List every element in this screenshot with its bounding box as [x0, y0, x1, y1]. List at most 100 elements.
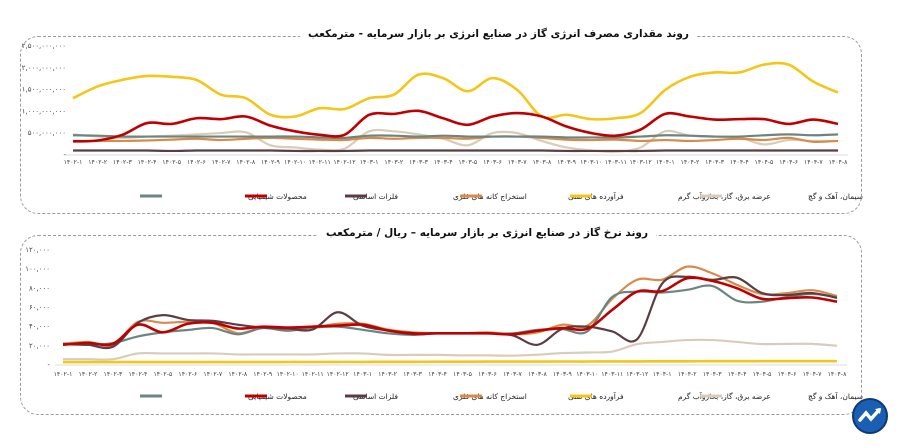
x-tick-label: ۱۴۰۴-۳: [705, 159, 725, 166]
y-tick-label: -: [63, 151, 66, 159]
x-tick-label: ۱۴۰۴-۴: [730, 159, 749, 166]
x-tick-label: ۱۴۰۲-۳: [104, 371, 124, 378]
legend-label: فلزات اساسی: [353, 392, 398, 401]
x-tick-label: ۱۴۰۲-۹: [253, 371, 273, 378]
x-tick-label: ۱۴۰۳-۱۲: [626, 371, 649, 378]
legend-item: فلزات اساسی: [245, 392, 398, 401]
y-tick-label: ۱۰۰,۰۰۰: [25, 265, 50, 273]
legend-item: سیمان، آهک و گچ: [700, 391, 863, 401]
y-tick-label: ۱۲۰,۰۰۰: [25, 246, 50, 254]
x-tick-label: ۱۴۰۴-۶: [779, 159, 798, 166]
x-tick-label: ۱۴۰۳-۴: [434, 159, 453, 166]
series-line-0: [72, 133, 839, 140]
legend-item: محصولات شیمیایی: [140, 192, 307, 201]
legend-item: استخراج کانه های فلزی: [345, 392, 527, 401]
legend-item: سیمان، آهک و گچ: [700, 191, 863, 201]
legend-label: فرآورده های نفتی: [568, 191, 624, 201]
x-tick-label: ۱۴۰۳-۷: [508, 159, 528, 166]
x-tick-label: ۱۴۰۲-۱۱: [302, 371, 324, 378]
x-tick-label: ۱۴۰۲-۶: [178, 371, 197, 378]
legend-label: سیمان، آهک و گچ: [808, 391, 863, 401]
legend-label: عرضه برق، گاز، بخاروآب گرم: [678, 391, 771, 401]
trend-arrow-icon: [858, 408, 881, 422]
x-tick-label: ۱۴۰۲-۹: [261, 159, 281, 166]
y-tick-label: ۲۰,۰۰۰: [29, 342, 50, 350]
legend-label: محصولات شیمیایی: [248, 392, 307, 401]
x-tick-label: ۱۴۰۳-۱: [360, 159, 379, 166]
series-line-1: [72, 109, 839, 143]
y-tick-label: ۵۰۰,۰۰۰,۰۰۰: [28, 129, 66, 137]
x-tick-label: ۱۴۰۲-۲: [79, 371, 99, 378]
series-line-2: [62, 275, 838, 350]
x-tick-label: ۱۴۰۴-۶: [778, 371, 797, 378]
x-tick-label: ۱۴۰۳-۸: [528, 371, 548, 378]
x-tick-label: ۱۴۰۲-۱۱: [309, 159, 331, 166]
x-tick-label: ۱۴۰۴-۵: [753, 371, 772, 378]
x-tick-label: ۱۴۰۲-۱: [54, 371, 73, 378]
legend-label: عرضه برق، گاز، بخاروآب گرم: [678, 191, 771, 201]
legend-item: فلزات اساسی: [245, 192, 398, 201]
series-line-0: [62, 284, 838, 346]
x-tick-label: ۱۴۰۲-۶: [187, 159, 206, 166]
x-tick-label: ۱۴۰۲-۸: [228, 371, 248, 378]
legend-item: فرآورده های نفتی: [460, 391, 624, 401]
y-tick-label: ۱,۰۰۰,۰۰۰,۰۰۰: [22, 107, 66, 115]
legend-label: محصولات شیمیایی: [248, 192, 307, 201]
x-tick-label: ۱۴۰۴-۸: [829, 159, 849, 166]
x-tick-label: ۱۴۰۳-۱۰: [576, 371, 598, 378]
y-tick-label: ۲,۰۰۰,۰۰۰,۰۰۰: [22, 64, 66, 72]
x-tick-label: ۱۴۰۳-۳: [403, 371, 423, 378]
legend-label: فرآورده های نفتی: [568, 391, 624, 401]
x-tick-label: ۱۴۰۲-۱۰: [277, 371, 299, 378]
x-tick-label: ۱۴۰۳-۹: [553, 371, 573, 378]
x-tick-label: ۱۴۰۲-۱۲: [327, 371, 350, 378]
series-line-1: [62, 276, 838, 347]
x-tick-label: ۱۴۰۳-۷: [503, 371, 523, 378]
series-line-4: [72, 61, 839, 121]
x-tick-label: ۱۴۰۳-۹: [557, 159, 577, 166]
legend-label: فلزات اساسی: [353, 192, 398, 201]
x-tick-label: ۱۴۰۲-۱۲: [333, 159, 356, 166]
x-tick-label: ۱۴۰۲-۵: [153, 371, 172, 378]
legend-label: سیمان، آهک و گچ: [808, 191, 863, 201]
x-tick-label: ۱۴۰۴-۲: [678, 371, 698, 378]
x-tick-label: ۱۴۰۴-۷: [803, 371, 823, 378]
x-tick-label: ۱۴۰۲-۱: [64, 159, 83, 166]
legend-item: عرضه برق، گاز، بخاروآب گرم: [570, 391, 771, 401]
y-tick-label: ۲,۵۰۰,۰۰۰,۰۰۰: [22, 42, 66, 50]
y-tick-label: ۴۰,۰۰۰: [29, 323, 50, 331]
x-tick-label: ۱۴۰۲-۷: [203, 371, 223, 378]
price-chart-title: روند نرخ گاز در صنایع انرژی بر بازار سرم…: [318, 227, 656, 239]
x-tick-label: ۱۴۰۴-۵: [755, 159, 774, 166]
x-tick-label: ۱۴۰۳-۶: [478, 371, 497, 378]
series-line-5: [63, 338, 838, 361]
x-tick-label: ۱۴۰۴-۲: [681, 159, 701, 166]
x-tick-label: ۱۴۰۳-۱۰: [580, 159, 602, 166]
x-tick-label: ۱۴۰۳-۸: [532, 159, 552, 166]
series-line-4: [62, 359, 838, 364]
y-tick-label: ۱,۵۰۰,۰۰۰,۰۰۰: [22, 86, 66, 94]
x-tick-label: ۱۴۰۳-۴: [428, 371, 447, 378]
x-tick-label: ۱۴۰۲-۸: [236, 159, 256, 166]
legend-label: استخراج کانه های فلزی: [453, 192, 527, 201]
x-tick-label: ۱۴۰۲-۳: [113, 159, 133, 166]
x-tick-label: ۱۴۰۳-۱۱: [605, 159, 627, 166]
x-tick-label: ۱۴۰۳-۲: [384, 159, 404, 166]
x-tick-label: ۱۴۰۴-۸: [828, 371, 848, 378]
x-tick-label: ۱۴۰۳-۵: [453, 371, 472, 378]
x-tick-label: ۱۴۰۳-۶: [483, 159, 502, 166]
x-tick-label: ۱۴۰۳-۳: [409, 159, 429, 166]
legend-item: فرآورده های نفتی: [460, 191, 624, 201]
brand-logo: [852, 398, 888, 434]
x-tick-label: ۱۴۰۲-۵: [162, 159, 181, 166]
series-line-2: [72, 149, 838, 153]
x-tick-label: ۱۴۰۲-۱۰: [284, 159, 306, 166]
x-tick-label: ۱۴۰۳-۱۱: [601, 371, 623, 378]
x-tick-label: ۱۴۰۴-۱: [656, 159, 675, 166]
series-line-3: [73, 135, 839, 144]
x-tick-label: ۱۴۰۴-۱: [653, 371, 672, 378]
legend-item: عرضه برق، گاز، بخاروآب گرم: [570, 191, 771, 201]
